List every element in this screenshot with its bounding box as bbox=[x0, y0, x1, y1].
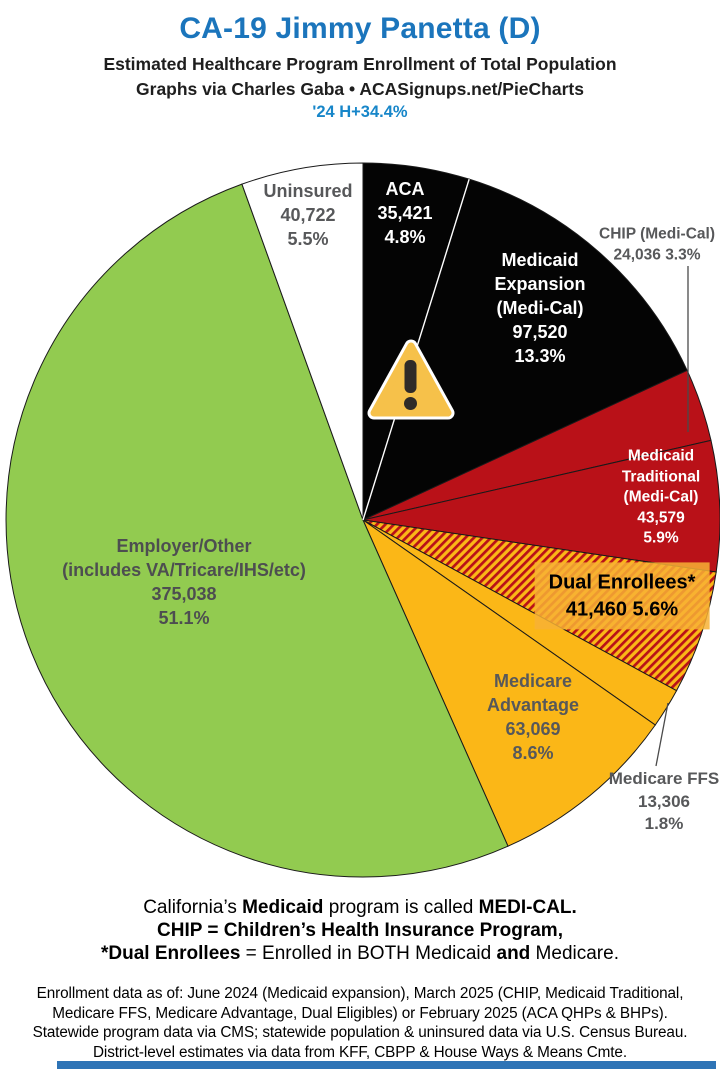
footnote-line: California’s Medicaid program is called … bbox=[143, 897, 577, 918]
page-title: CA-19 Jimmy Panetta (D) bbox=[179, 12, 541, 45]
medicare-ffs-leader-line bbox=[655, 702, 669, 767]
definition-footnotes: California’s Medicaid program is called … bbox=[0, 896, 720, 966]
fineprint-line: Statewide program data via CMS; statewid… bbox=[32, 1024, 688, 1042]
pie-slice-medicare-advantage bbox=[361, 518, 656, 847]
pie-slice-employer-other bbox=[5, 183, 509, 878]
pie-slice-medicaid-expansion bbox=[362, 178, 688, 521]
warning-triangle-icon bbox=[367, 339, 455, 420]
fineprint-line: Medicare FFS, Medicare Advantage, Dual E… bbox=[52, 1004, 668, 1022]
fineprint-line: District-level estimates via data from K… bbox=[92, 1043, 627, 1061]
footnote-line: *Dual Enrollees = Enrolled in BOTH Medic… bbox=[101, 943, 619, 965]
party-color-bar bbox=[57, 1061, 716, 1069]
pie-slice-uninsured bbox=[241, 162, 364, 521]
attribution-byline: Graphs via Charles Gaba • ACASignups.net… bbox=[136, 79, 584, 99]
election-trend-label: '24 H+34.4% bbox=[312, 103, 408, 121]
footnote-line: CHIP = Children’s Health Insurance Progr… bbox=[157, 920, 563, 942]
label-leader-lines bbox=[655, 266, 689, 767]
fineprint-line: Enrollment data as of: June 2024 (Medica… bbox=[36, 985, 684, 1002]
data-source-fineprint: Enrollment data as of: June 2024 (Medica… bbox=[0, 984, 720, 1062]
chart-subtitle: Estimated Healthcare Program Enrollment … bbox=[103, 54, 617, 74]
